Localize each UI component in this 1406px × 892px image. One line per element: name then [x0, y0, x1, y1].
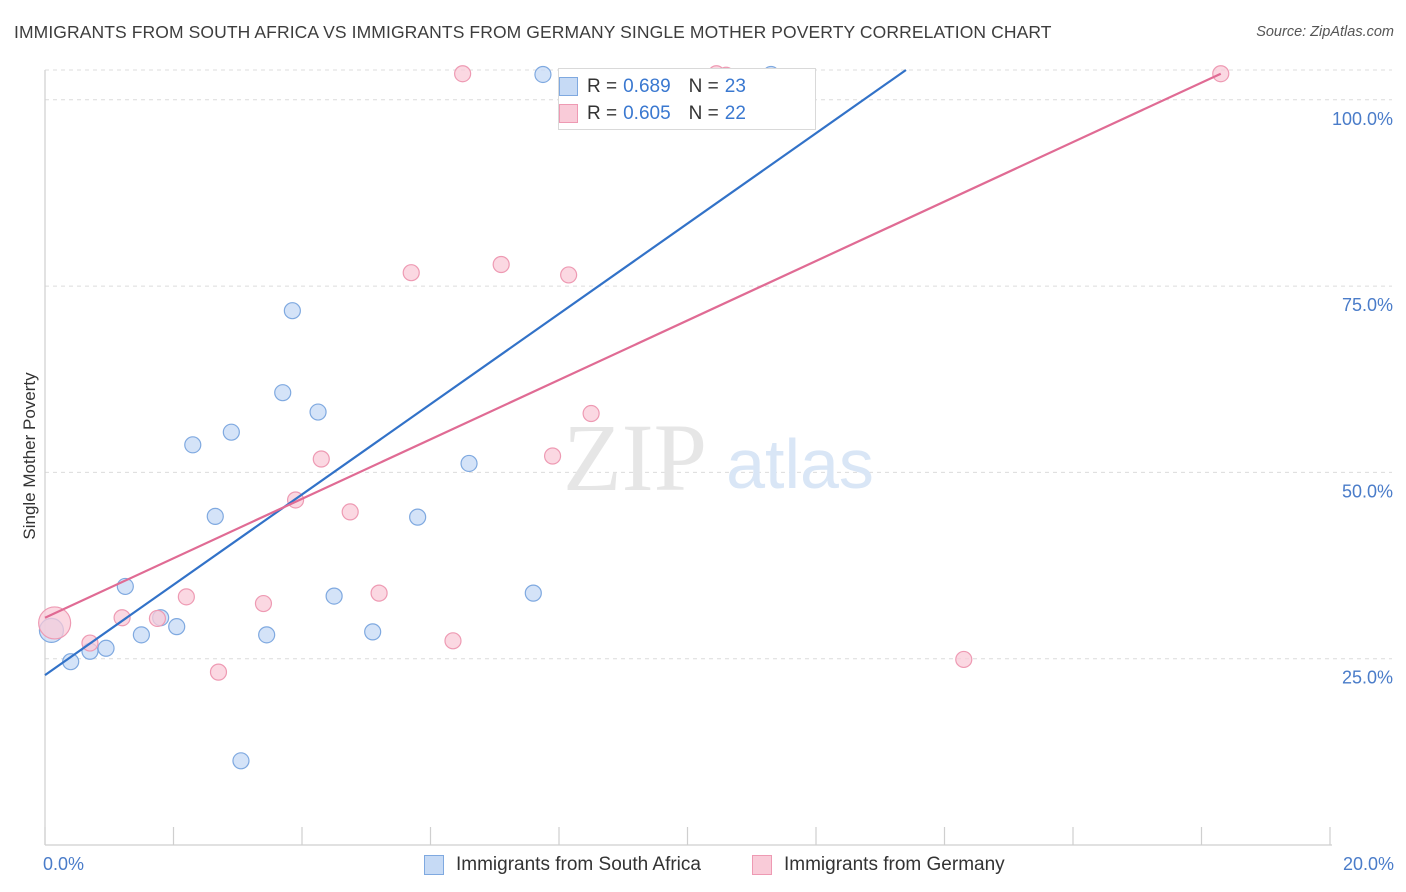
- x-tick-label: 20.0%: [1343, 854, 1394, 874]
- data-point-south-africa: [364, 623, 382, 641]
- data-point-germany: [113, 609, 131, 627]
- watermark-zip: ZIP: [563, 404, 707, 511]
- correlation-legend: R = 0.689 N = 23 R = 0.605 N = 22: [558, 68, 816, 130]
- legend-n-value: 23: [724, 76, 746, 97]
- legend-r-value: 0.605: [623, 103, 671, 124]
- data-point-south-africa: [534, 65, 552, 84]
- legend-row-germany: R = 0.605 N = 22: [559, 101, 746, 127]
- series-legend: Immigrants from South Africa Immigrants …: [0, 852, 1406, 878]
- legend-n-label: N =: [688, 103, 719, 124]
- legend-n-label: N =: [688, 76, 719, 97]
- legend-item-south-africa: Immigrants from South Africa: [424, 852, 701, 878]
- data-point-south-africa: [258, 626, 276, 644]
- trend-layer: [44, 69, 1222, 676]
- axis-layer: [44, 70, 1332, 846]
- legend-r-label: R =: [587, 103, 618, 124]
- legend-item-germany: Immigrants from Germany: [752, 852, 1005, 878]
- data-point-south-africa: [97, 639, 115, 657]
- legend-r-label: R =: [587, 76, 618, 97]
- watermark: ZIP atlas: [563, 404, 874, 511]
- y-tick-label: 75.0%: [1342, 295, 1393, 315]
- data-point-south-africa: [222, 423, 240, 441]
- data-point-south-africa: [206, 507, 224, 525]
- data-point-germany: [402, 264, 420, 282]
- data-point-south-africa: [325, 587, 343, 605]
- data-point-germany: [209, 663, 228, 681]
- legend-swatch-blue: [424, 855, 444, 875]
- y-tick-label: 50.0%: [1342, 481, 1393, 501]
- tick-label-layer: 25.0% 50.0% 75.0% 100.0% 0.0% 20.0%: [43, 109, 1394, 874]
- data-point-germany: [370, 584, 388, 602]
- source-credit: Source: ZipAtlas.com: [1256, 24, 1394, 40]
- data-point-south-africa: [524, 584, 542, 602]
- data-point-south-africa: [460, 454, 478, 473]
- grid-layer: [45, 69, 1392, 660]
- data-point-germany: [454, 65, 472, 83]
- trend-line-germany: [44, 72, 1222, 619]
- data-point-south-africa: [232, 752, 250, 770]
- data-point-south-africa: [309, 403, 327, 421]
- legend-swatch-pink: [559, 104, 578, 123]
- data-point-germany: [312, 450, 330, 468]
- data-point-germany: [254, 594, 273, 613]
- trend-line-south-africa: [44, 69, 907, 676]
- data-point-germany: [955, 650, 973, 669]
- y-tick-label: 100.0%: [1332, 109, 1393, 129]
- data-point-germany: [341, 503, 359, 521]
- data-point-germany: [582, 404, 600, 423]
- legend-swatch-pink: [752, 855, 772, 875]
- data-point-germany: [148, 609, 167, 628]
- legend-label-south-africa: Immigrants from South Africa: [456, 854, 701, 875]
- chart-title: IMMIGRANTS FROM SOUTH AFRICA VS IMMIGRAN…: [14, 22, 1052, 42]
- data-point-germany: [560, 266, 578, 284]
- legend-n-value: 22: [724, 103, 746, 124]
- data-point-germany: [543, 447, 562, 465]
- y-tick-label: 25.0%: [1342, 668, 1393, 688]
- legend-label-germany: Immigrants from Germany: [784, 854, 1005, 875]
- watermark-atlas: atlas: [726, 425, 874, 503]
- x-tick-label: 0.0%: [43, 854, 84, 874]
- data-point-south-africa: [184, 436, 202, 454]
- data-point-germany: [492, 255, 510, 274]
- data-point-south-africa: [132, 626, 150, 644]
- legend-r-value: 0.689: [623, 76, 671, 97]
- data-point-south-africa: [168, 618, 186, 636]
- data-point-germany: [38, 606, 72, 640]
- data-point-germany: [177, 588, 195, 606]
- legend-row-south-africa: R = 0.689 N = 23: [559, 74, 746, 100]
- legend-swatch-blue: [559, 77, 578, 96]
- data-point-germany: [444, 632, 462, 650]
- data-point-south-africa: [409, 508, 427, 526]
- data-point-south-africa: [283, 302, 301, 320]
- data-point-south-africa: [274, 384, 292, 402]
